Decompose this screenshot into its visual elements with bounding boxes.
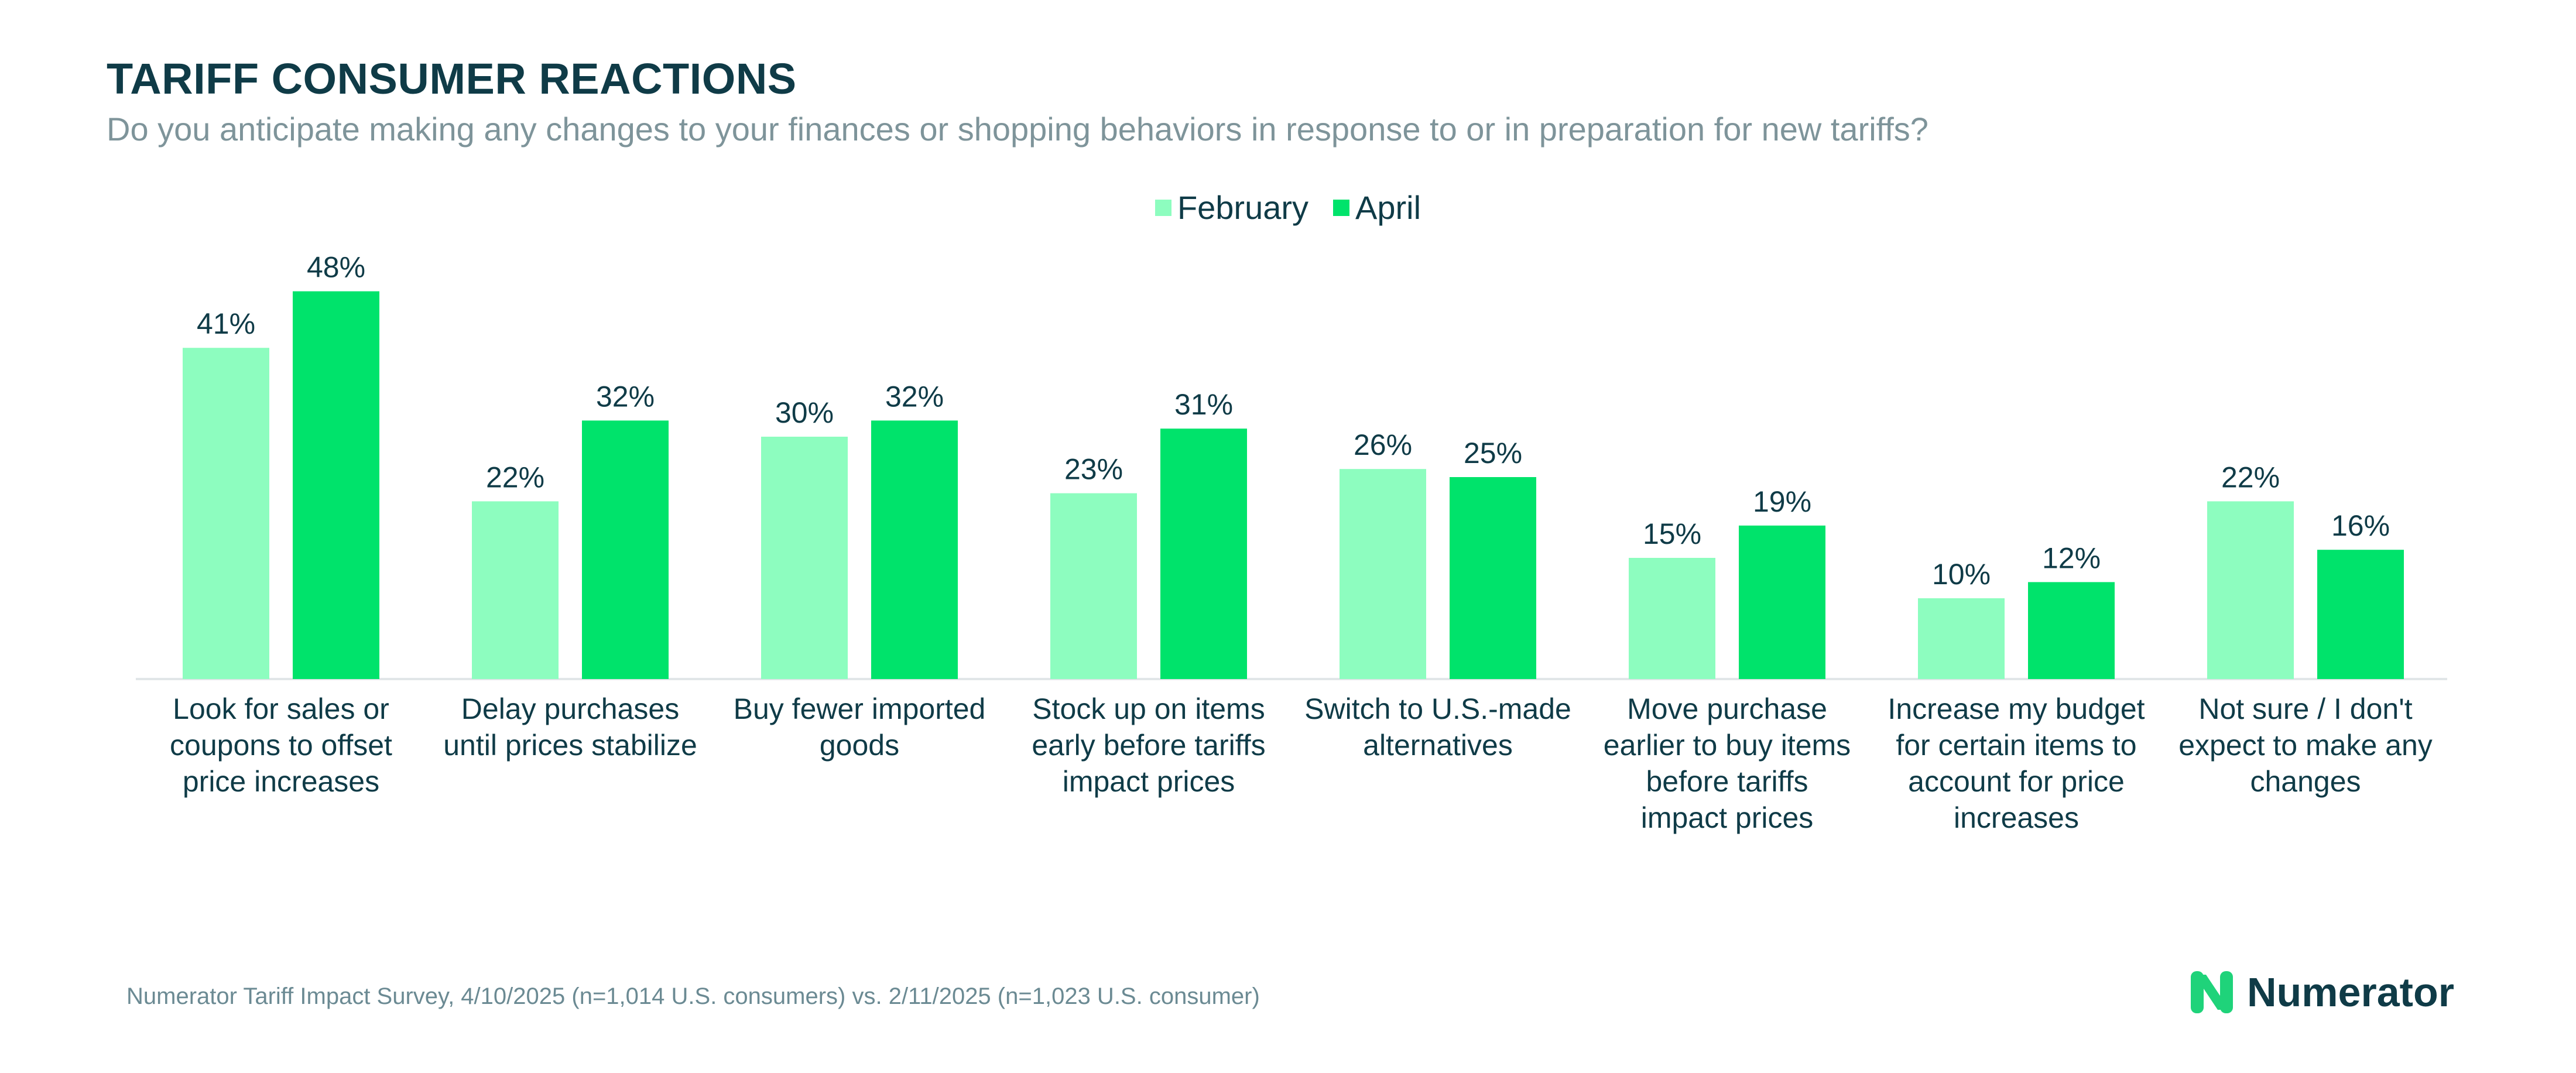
- source-note: Numerator Tariff Impact Survey, 4/10/202…: [126, 983, 1260, 1009]
- bar-february-6[interactable]: [1918, 598, 2005, 679]
- bar-february-1[interactable]: [472, 501, 559, 679]
- legend-swatch-february: [1155, 199, 1171, 216]
- numerator-logo-icon: [2191, 971, 2233, 1013]
- data-label-april-1: 32%: [596, 380, 655, 413]
- category-label-line: goods: [820, 729, 899, 762]
- category-label-line: before tariffs: [1646, 765, 1808, 798]
- data-label-february-1: 22%: [486, 461, 544, 493]
- legend-item-february[interactable]: February: [1155, 188, 1308, 227]
- data-label-april-0: 48%: [307, 251, 365, 284]
- category-label-line: Delay purchases: [461, 693, 679, 725]
- category-label-6: Increase my budget for certain items to ac…: [1888, 693, 2145, 834]
- category-label-7: Not sure / I don't expect to make any chan…: [2178, 693, 2433, 798]
- data-label-february-4: 26%: [1354, 428, 1412, 461]
- data-label-february-3: 23%: [1064, 453, 1123, 486]
- bar-february-3[interactable]: [1050, 493, 1137, 679]
- data-label-april-7: 16%: [2331, 509, 2390, 542]
- category-label-line: Not sure / I don't: [2198, 693, 2412, 725]
- bar-april-7[interactable]: [2317, 550, 2404, 679]
- category-label-line: impact prices: [1063, 765, 1235, 798]
- chart-title: TARIFF CONSUMER REACTIONS: [107, 54, 797, 103]
- category-label-line: expect to make any: [2178, 729, 2433, 762]
- category-label-1: Delay purchases until prices stabilize: [443, 693, 697, 762]
- data-label-february-6: 10%: [1932, 558, 1991, 591]
- category-label-line: Move purchase: [1627, 693, 1827, 725]
- category-label-line: for certain items to: [1896, 729, 2136, 762]
- category-label-line: account for price: [1908, 765, 2125, 798]
- legend-label-april: April: [1355, 189, 1421, 226]
- category-label-line: until prices stabilize: [443, 729, 697, 762]
- bar-february-7[interactable]: [2207, 501, 2294, 679]
- brand-name: Numerator: [2247, 969, 2454, 1015]
- brand[interactable]: Numerator: [2188, 969, 2454, 1016]
- bar-april-1[interactable]: [582, 420, 669, 679]
- data-label-february-2: 30%: [775, 396, 834, 429]
- category-label-0: Look for sales or coupons to offset price …: [170, 693, 392, 798]
- bar-april-4[interactable]: [1450, 477, 1536, 679]
- category-label-line: Increase my budget: [1888, 693, 2145, 725]
- data-label-april-3: 31%: [1174, 388, 1233, 421]
- bar-february-4[interactable]: [1340, 469, 1426, 679]
- data-label-april-2: 32%: [885, 380, 944, 413]
- category-label-line: price increases: [183, 765, 379, 798]
- category-label-3: Stock up on items early before tariffs imp…: [1032, 693, 1265, 798]
- category-label-4: Switch to U.S.-made alternatives: [1304, 693, 1571, 762]
- chart-subtitle: Do you anticipate making any changes to …: [107, 111, 1928, 148]
- bar-april-3[interactable]: [1160, 428, 1247, 679]
- category-label-line: impact prices: [1641, 801, 1814, 834]
- category-label-line: changes: [2250, 765, 2361, 798]
- category-label-line: coupons to offset: [170, 729, 392, 762]
- bar-april-2[interactable]: [871, 420, 958, 679]
- category-label-line: Look for sales or: [173, 693, 389, 725]
- legend: February April: [0, 188, 2576, 227]
- data-label-february-5: 15%: [1643, 517, 1701, 550]
- category-label-line: Switch to U.S.-made: [1304, 693, 1571, 725]
- bar-april-5[interactable]: [1739, 525, 1825, 679]
- legend-swatch-april: [1333, 199, 1350, 216]
- category-label-2: Buy fewer imported goods: [734, 693, 986, 762]
- category-label-line: Stock up on items: [1032, 693, 1265, 725]
- data-label-february-7: 22%: [2221, 461, 2280, 493]
- category-label-line: earlier to buy items: [1604, 729, 1851, 762]
- legend-label-february: February: [1177, 189, 1309, 226]
- bar-february-2[interactable]: [761, 437, 848, 679]
- data-label-april-6: 12%: [2042, 541, 2101, 574]
- data-label-february-0: 41%: [197, 307, 255, 340]
- data-label-april-4: 25%: [1464, 437, 1522, 469]
- bar-april-0[interactable]: [293, 291, 379, 680]
- data-label-april-5: 19%: [1753, 485, 1811, 518]
- bar-february-0[interactable]: [183, 348, 269, 679]
- category-label-line: Buy fewer imported: [734, 693, 986, 725]
- category-label-line: early before tariffs: [1032, 729, 1265, 762]
- bar-april-6[interactable]: [2028, 582, 2115, 679]
- bar-february-5[interactable]: [1629, 558, 1715, 679]
- legend-item-april[interactable]: April: [1333, 188, 1421, 227]
- category-label-line: increases: [1954, 801, 2079, 834]
- category-label-5: Move purchase earlier to buy items before …: [1604, 693, 1851, 834]
- category-label-line: alternatives: [1363, 729, 1513, 762]
